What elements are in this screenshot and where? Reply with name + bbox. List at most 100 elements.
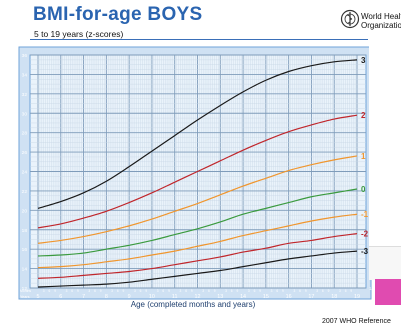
x-tick-label-month: 3 <box>180 289 182 293</box>
y-tick-label-right: 12 <box>369 286 375 292</box>
y-tick-label-left: 24 <box>22 170 28 176</box>
zscore-line-minus3 <box>37 250 358 288</box>
y-tick-label-left: 36 <box>22 53 28 59</box>
x-tick-label-month: 9 <box>305 289 307 293</box>
x-tick-label-year: 12 <box>195 294 201 300</box>
x-tick-label-month: 9 <box>236 289 238 293</box>
x-tick-label-month: 3 <box>225 289 227 293</box>
x-tick-label-year: 8 <box>105 294 108 300</box>
x-tick-label-month: 3 <box>316 289 318 293</box>
x-tick-label-month: 6 <box>231 289 233 293</box>
x-tick-label-year: 19 <box>354 294 360 300</box>
zscore-line-1 <box>37 155 358 244</box>
x-tick-label-month: 9 <box>214 289 216 293</box>
x-tick-label-month: 9 <box>350 289 352 293</box>
x-tick-label-month: 3 <box>248 289 250 293</box>
zscore-label-1: 1 <box>361 152 366 161</box>
zscore-label-3: 3 <box>361 56 366 65</box>
zscore-line-minus2 <box>37 233 358 279</box>
y-tick-label-left: 30 <box>22 111 28 117</box>
zscore-line-2 <box>37 114 358 229</box>
x-tick-label-year: 17 <box>308 294 314 300</box>
x-axis-label: Age (completed months and years) <box>131 300 256 309</box>
x-tick-label-year: 14 <box>240 294 246 300</box>
x-tick-label-month: 9 <box>54 289 56 293</box>
zscore-line-0 <box>37 188 358 257</box>
x-tick-label-month: 6 <box>254 289 256 293</box>
y-tick-label-left: 26 <box>22 150 28 156</box>
x-tick-label-month: 6 <box>322 289 324 293</box>
x-tick-label-month: 6 <box>162 289 164 293</box>
x-tick-label-month: 9 <box>328 289 330 293</box>
zscore-label-minus1: -1 <box>361 210 369 219</box>
x-tick-label-month: 6 <box>49 289 51 293</box>
x-tick-label-month: 6 <box>299 289 301 293</box>
x-tick-label-month: 6 <box>276 289 278 293</box>
chart-title: BMI-for-age BOYS <box>33 4 203 25</box>
x-tick-label-month: 3 <box>66 289 68 293</box>
org-name-line1: World Health <box>361 13 401 21</box>
x-tick-label-month: 9 <box>259 289 261 293</box>
zscore-label-minus2: -2 <box>361 230 369 239</box>
x-tick-label-month: 9 <box>168 289 170 293</box>
x-tick-label-month: 6 <box>185 289 187 293</box>
y-tick-label-left: 16 <box>22 247 28 253</box>
x-tick-label-month: 6 <box>71 289 73 293</box>
y-tick-label-left: 34 <box>22 72 28 78</box>
x-tick-label-year: 15 <box>263 294 269 300</box>
x-tick-label-month: 3 <box>88 289 90 293</box>
x-tick-label-year: 6 <box>59 294 62 300</box>
y-tick-label-left: 18 <box>22 228 28 234</box>
zscore-label-2: 2 <box>361 111 366 120</box>
pink-tab <box>375 279 401 305</box>
x-tick-label-month: 6 <box>140 289 142 293</box>
x-tick-label-year: 5 <box>37 294 40 300</box>
x-tick-label-month: 9 <box>100 289 102 293</box>
x-tick-label-month: 9 <box>145 289 147 293</box>
y-tick-label-left: 20 <box>22 208 28 214</box>
x-tick-label-month: 3 <box>111 289 113 293</box>
x-tick-label-month: 6 <box>208 289 210 293</box>
x-tick-label-month: 3 <box>271 289 273 293</box>
x-tick-label-year: 18 <box>331 294 337 300</box>
x-tick-label-month: 6 <box>94 289 96 293</box>
x-tick-label-month: 6 <box>345 289 347 293</box>
x-tick-label-year: 11 <box>172 294 178 300</box>
y-tick-label-left: 12 <box>22 286 28 292</box>
y-tick-label-left: 14 <box>22 267 28 273</box>
x-tick-label-year: 10 <box>149 294 155 300</box>
zscore-line-3 <box>37 59 358 209</box>
x-tick-label-month: 3 <box>202 289 204 293</box>
right-margin-slab <box>369 246 401 280</box>
years-row-label: Years <box>20 295 30 299</box>
x-tick-label-month: 3 <box>43 289 45 293</box>
x-tick-label-month: 9 <box>282 289 284 293</box>
y-axis-label: BMI (kg/m²) <box>9 153 16 190</box>
x-tick-label-month: 3 <box>157 289 159 293</box>
zscore-line-minus1 <box>37 213 358 269</box>
x-tick-label-year: 7 <box>82 294 85 300</box>
header-divider <box>30 39 368 40</box>
right-margin-panel <box>369 40 401 246</box>
x-tick-label-month: 9 <box>123 289 125 293</box>
x-tick-label-month: 3 <box>339 289 341 293</box>
x-tick-label-year: 13 <box>217 294 223 300</box>
x-tick-label-year: 9 <box>128 294 131 300</box>
y-tick-label-left: 22 <box>22 189 28 195</box>
y-tick-label-left: 28 <box>22 131 28 137</box>
x-tick-label-year: 16 <box>286 294 292 300</box>
x-tick-label-month: 3 <box>293 289 295 293</box>
x-tick-label-month: 6 <box>117 289 119 293</box>
reference-note: 2007 WHO Reference <box>322 318 391 325</box>
x-tick-label-month: 9 <box>77 289 79 293</box>
zscore-label-0: 0 <box>361 185 366 194</box>
x-tick-label-month: 9 <box>191 289 193 293</box>
months-row-label: Months <box>20 289 31 293</box>
org-name-line2: Organization <box>361 20 401 30</box>
org-name: World Health Organization <box>361 13 401 30</box>
x-tick-label-month: 3 <box>134 289 136 293</box>
zscore-label-minus3: -3 <box>361 247 369 256</box>
y-tick-label-left: 32 <box>22 92 28 98</box>
chart-subtitle: 5 to 19 years (z-scores) <box>34 29 124 39</box>
